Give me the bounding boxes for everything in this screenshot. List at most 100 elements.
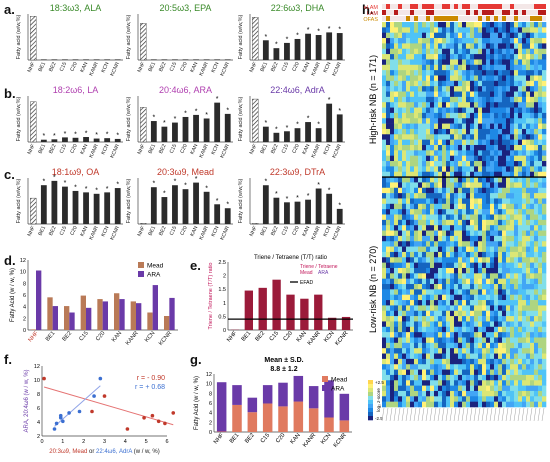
heatmap-cell [514, 198, 519, 205]
heatmap-cell [490, 182, 495, 189]
heatmap-cell [494, 177, 499, 183]
heatmap-cell [506, 166, 511, 173]
color-scale-step [368, 396, 373, 401]
heatmap-cell [526, 401, 531, 408]
heatmap-cell [458, 128, 463, 135]
heatmap-cell [446, 64, 451, 71]
heatmap-cell [506, 310, 511, 317]
heatmap-cell [422, 316, 427, 322]
heatmap-cell [406, 241, 411, 247]
heatmap-cell [502, 144, 507, 151]
heatmap-cell [442, 198, 447, 205]
heatmap-cell [382, 203, 387, 210]
heatmap-cell [390, 257, 395, 263]
heatmap-cell [454, 80, 459, 87]
heatmap-cell [386, 305, 391, 312]
heatmap-cell [498, 171, 503, 178]
heatmap-cell [458, 337, 463, 344]
heatmap-cell [398, 203, 403, 210]
heatmap-cell [478, 273, 483, 279]
heatmap-cell [542, 305, 547, 312]
panel-label-g: g. [190, 352, 202, 367]
heatmap-cell [482, 102, 487, 108]
heatmap-cell [470, 59, 475, 66]
heatmap-cell [486, 118, 491, 124]
heatmap-cell [410, 107, 415, 114]
heatmap-cell [514, 139, 519, 146]
heatmap-cell [510, 214, 515, 221]
heatmap-cell [454, 219, 459, 226]
heatmap-cell [498, 385, 503, 392]
bar-dtra-KANR [315, 188, 322, 224]
heatmap-cell [438, 246, 443, 253]
heatmap-cell [406, 96, 411, 103]
annotation-cell [454, 10, 458, 15]
heatmap-cell [514, 48, 519, 55]
heatmap-cell [542, 246, 547, 253]
heatmap-cell [454, 364, 459, 370]
y-tick-label: 0 [23, 328, 26, 334]
heatmap-cell [498, 241, 503, 247]
heatmap-cell [438, 32, 443, 39]
heatmap-cell [506, 22, 511, 28]
heatmap-cell [462, 161, 467, 167]
heatmap-cell [522, 139, 527, 146]
heatmap-cell [398, 128, 403, 135]
heatmap-cell [534, 118, 539, 124]
heatmap-cell [470, 230, 475, 237]
legend-label-mead: Mead [147, 263, 164, 270]
heatmap-cell [438, 107, 443, 114]
annotation-cell [526, 4, 530, 9]
annotation-cell [526, 16, 530, 21]
heatmap-cell [518, 118, 523, 124]
column-tick [453, 407, 457, 422]
heatmap-cell [414, 278, 419, 285]
heatmap-cell [442, 219, 447, 226]
bar-dha-BE1 [262, 40, 269, 60]
heatmap-cell [538, 161, 543, 167]
heatmap-cell [426, 316, 431, 322]
heatmap-cell [418, 182, 423, 189]
heatmap-cell [506, 144, 511, 151]
heatmap-cell [514, 80, 519, 87]
heatmap-cell [494, 353, 499, 360]
y-tick-label: 0.5 [218, 314, 226, 320]
heatmap-cell [478, 353, 483, 360]
heatmap-cell [426, 22, 431, 28]
heatmap-cell [506, 177, 511, 183]
color-scale-step [368, 400, 373, 405]
heatmap-cell [474, 107, 479, 114]
heatmap-cell [406, 209, 411, 215]
heatmap-cell [494, 380, 499, 386]
heatmap-cell [470, 75, 475, 82]
heatmap-cell [430, 337, 435, 344]
heatmap-cell [506, 139, 511, 146]
heatmap-cell [390, 305, 395, 312]
heatmap-cell [430, 54, 435, 60]
heatmap-cell [518, 134, 523, 140]
heatmap-cell [410, 380, 415, 386]
heatmap-cell [462, 273, 467, 279]
heatmap-cell [518, 353, 523, 360]
heatmap-cell [526, 75, 531, 82]
heatmap-cell [458, 353, 463, 360]
heatmap-cell [394, 385, 399, 392]
heatmap-cell [402, 321, 407, 328]
heatmap-cell [506, 235, 511, 242]
heatmap-cell [398, 75, 403, 82]
heatmap-cell [418, 193, 423, 199]
point-mead-BE2 [125, 427, 130, 431]
heatmap-cell [530, 112, 535, 119]
heatmap-cell [510, 353, 515, 360]
heatmap-cell [406, 59, 411, 66]
heatmap-cell [530, 214, 535, 221]
heatmap-cell [522, 75, 527, 82]
heatmap-cell [506, 219, 511, 226]
heatmap-cell [418, 369, 423, 376]
heatmap-cell [530, 198, 535, 205]
heatmap-cell [486, 134, 491, 140]
significance-star: * [226, 107, 229, 114]
x-tick-label-KCN: KCN [144, 330, 156, 343]
heatmap-cell [430, 166, 435, 173]
